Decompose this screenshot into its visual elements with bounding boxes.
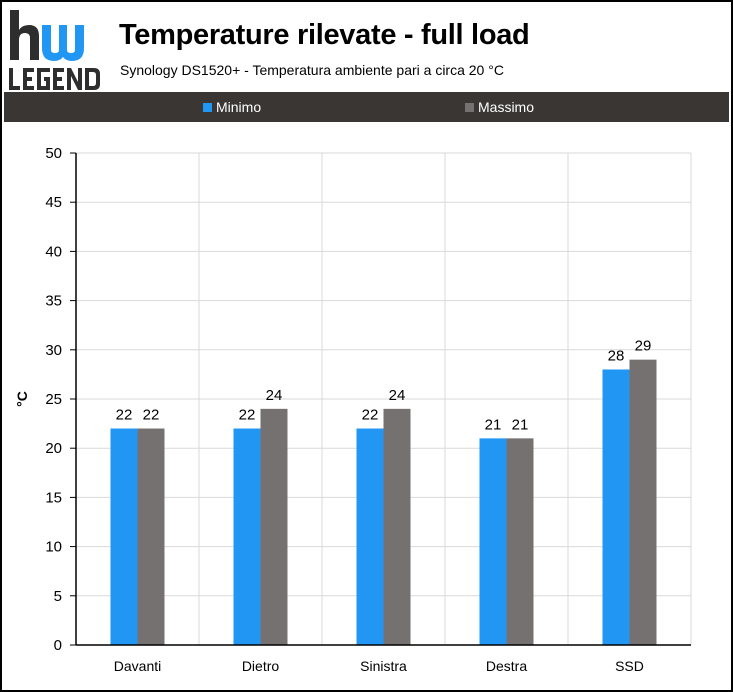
bar-massimo-4 xyxy=(629,359,657,645)
legend-item-massimo: Massimo xyxy=(465,99,534,115)
y-tick-label-10: 10 xyxy=(45,539,62,556)
chart-title: Temperature rilevate - full load xyxy=(119,19,530,51)
y-tick-label-35: 35 xyxy=(45,293,62,310)
chart-subtitle: Synology DS1520+ - Temperatura ambiente … xyxy=(120,62,504,78)
bar-minimo-0 xyxy=(110,428,138,645)
y-tick-label-30: 30 xyxy=(45,342,62,359)
bar-minimo-3 xyxy=(479,438,507,645)
data-label-minimo-0: 22 xyxy=(116,407,133,424)
legend-swatch-massimo xyxy=(465,102,474,112)
y-axis-label: °C xyxy=(14,391,30,407)
y-tick-label-15: 15 xyxy=(45,489,62,506)
legend: Minimo Massimo xyxy=(4,92,729,122)
data-label-minimo-3: 21 xyxy=(485,416,502,433)
bar-massimo-0 xyxy=(137,428,165,645)
data-label-massimo-1: 24 xyxy=(266,387,283,404)
legend-item-minimo: Minimo xyxy=(203,99,261,115)
y-tick-label-45: 45 xyxy=(45,194,62,211)
y-tick-label-0: 0 xyxy=(54,637,62,654)
x-tick-label-2: Sinistra xyxy=(360,658,407,674)
x-tick-label-4: SSD xyxy=(615,658,644,674)
bar-massimo-2 xyxy=(383,408,411,645)
data-label-minimo-2: 22 xyxy=(362,407,379,424)
bar-massimo-3 xyxy=(506,438,534,645)
x-tick-label-3: Destra xyxy=(486,658,527,674)
legend-label-minimo: Minimo xyxy=(216,99,262,115)
data-label-massimo-0: 22 xyxy=(143,407,160,424)
data-label-massimo-3: 21 xyxy=(512,416,529,433)
bar-massimo-1 xyxy=(260,408,288,645)
y-tick-label-5: 5 xyxy=(54,588,62,605)
bar-minimo-4 xyxy=(602,369,630,645)
legend-swatch-minimo xyxy=(203,102,212,112)
bar-minimo-2 xyxy=(356,428,384,645)
data-label-massimo-2: 24 xyxy=(389,387,406,404)
hwlegend-logo xyxy=(9,10,100,90)
y-tick-label-20: 20 xyxy=(45,440,62,457)
x-tick-label-0: Davanti xyxy=(114,658,161,674)
legend-label-massimo: Massimo xyxy=(478,99,535,115)
y-tick-label-50: 50 xyxy=(45,145,62,162)
x-tick-label-1: Dietro xyxy=(242,658,280,674)
bar-minimo-1 xyxy=(233,428,261,645)
y-tick-label-40: 40 xyxy=(45,243,62,260)
data-label-massimo-4: 29 xyxy=(635,338,652,355)
data-label-minimo-4: 28 xyxy=(608,347,625,364)
data-label-minimo-1: 22 xyxy=(239,407,256,424)
y-tick-label-25: 25 xyxy=(45,391,62,408)
